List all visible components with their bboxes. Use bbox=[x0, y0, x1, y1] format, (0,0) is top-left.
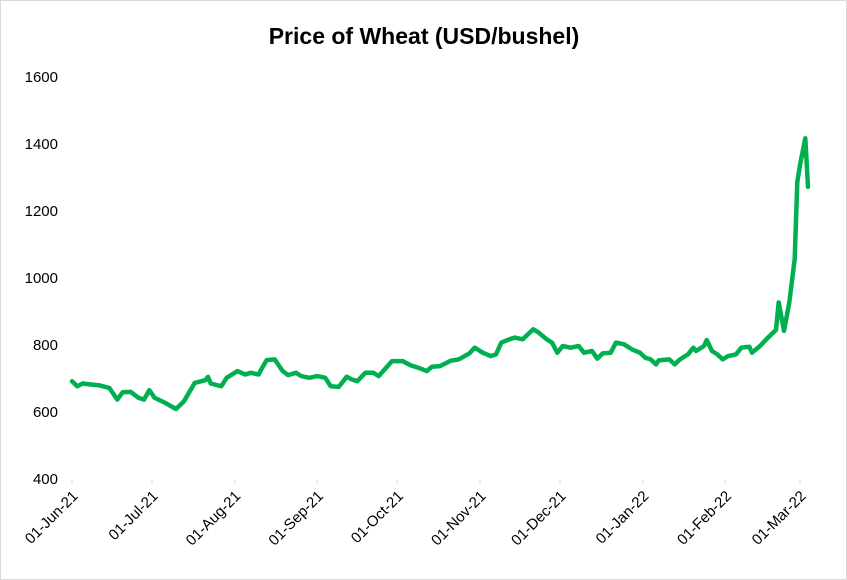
y-tick-label: 600 bbox=[33, 404, 58, 421]
y-tick-label: 1400 bbox=[25, 136, 58, 153]
y-tick-label: 1000 bbox=[25, 270, 58, 287]
y-tick-label: 1200 bbox=[25, 203, 58, 220]
chart-title: Price of Wheat (USD/bushel) bbox=[269, 23, 580, 49]
y-tick-label: 400 bbox=[33, 471, 58, 488]
line-series bbox=[69, 136, 811, 412]
y-tick-label: 800 bbox=[33, 337, 58, 354]
y-tick-label: 1600 bbox=[25, 69, 58, 86]
